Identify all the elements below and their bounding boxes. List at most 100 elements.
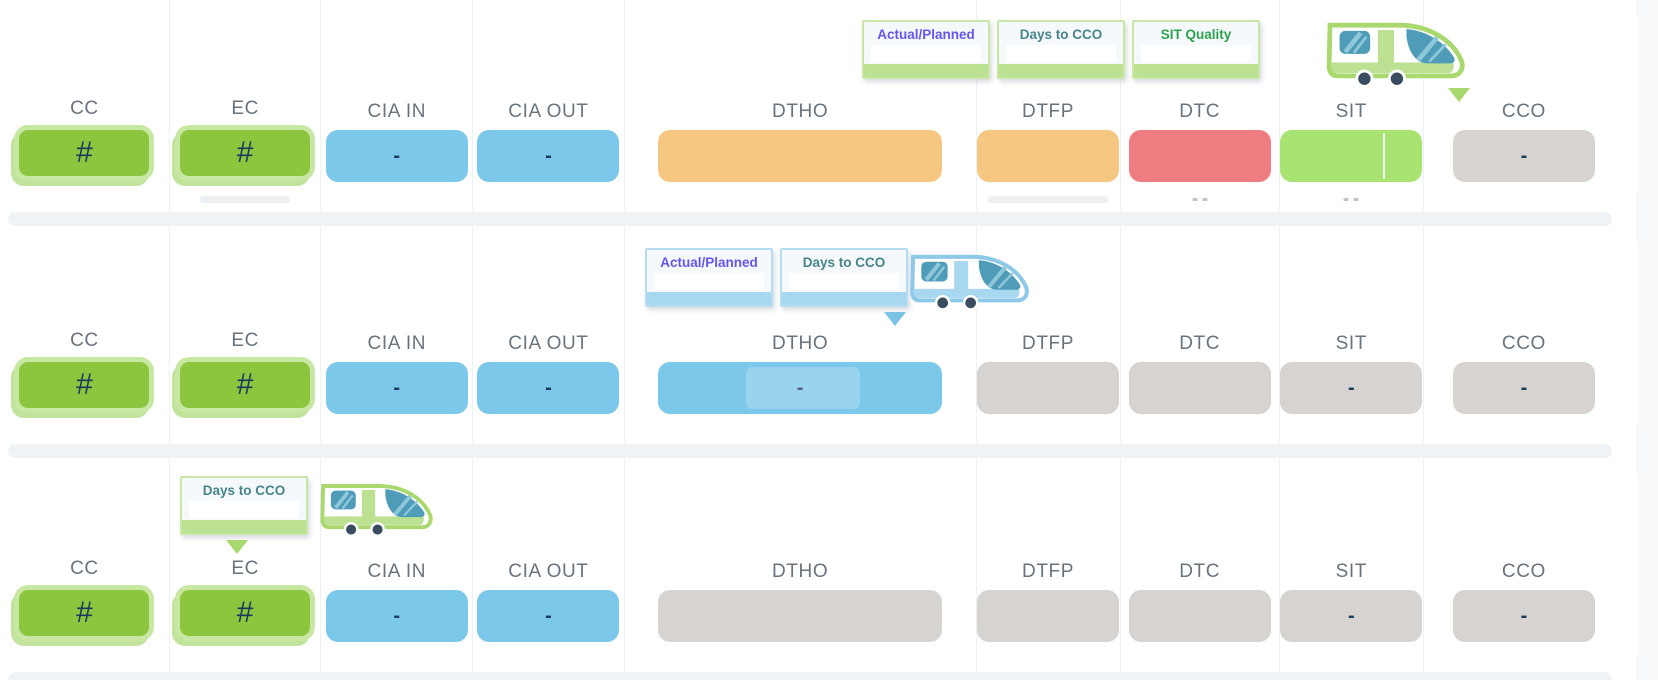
down-arrow-icon (226, 540, 248, 554)
column-header: CIA OUT (508, 333, 589, 354)
column-header: CC (70, 98, 99, 119)
column-dtfp: DTFP (977, 0, 1121, 212)
column-dtc: DTC (1121, 458, 1280, 672)
popover-label: Days to CCO (202, 483, 286, 498)
column-header: DTC (1179, 561, 1221, 582)
train-row-3: Days to CCO CC # EC # CIA IN - CIA OUT - (0, 458, 1638, 672)
status-pill[interactable]: - (477, 590, 620, 642)
column-cco: CCO - (1424, 0, 1624, 212)
popover-accent-bar (782, 292, 906, 305)
status-pill[interactable] (1128, 130, 1271, 182)
column-header: DTHO (772, 561, 829, 582)
popover-item-days-to-cco: Days to CCO (780, 248, 908, 307)
column-header: DTFP (1022, 561, 1075, 582)
row-separator (8, 444, 1612, 458)
column-dtho: DTHO (625, 0, 977, 212)
popover-accent-bar (864, 64, 988, 77)
train-icon (320, 484, 433, 538)
train-row-2: Actual/Planned Days to CCO CC # EC # CI (0, 226, 1638, 444)
popover-value-area (789, 273, 899, 290)
column-ec: EC # (170, 226, 322, 444)
column-cco: CCO - (1424, 226, 1624, 444)
column-header: DTHO (772, 333, 829, 354)
column-header: SIT (1335, 333, 1367, 354)
column-cia-in: CIA IN - (321, 0, 474, 212)
status-pill[interactable]: - (1452, 362, 1595, 414)
column-dtfp: DTFP (977, 458, 1121, 672)
column-dtc: DTC (1121, 226, 1280, 444)
status-pill[interactable]: # (19, 362, 150, 408)
status-popover: Actual/Planned Days to CCO SIT Quality (862, 20, 1260, 79)
column-dtfp: DTFP (977, 226, 1121, 444)
popover-item-actual-planned: Actual/Planned (862, 20, 990, 79)
status-pill[interactable]: - (325, 590, 468, 642)
status-pill[interactable]: # (180, 590, 311, 636)
column-header: EC (231, 330, 259, 351)
column-ec: EC # (170, 0, 322, 212)
status-pill[interactable] (1128, 590, 1271, 642)
popover-item-sit-quality: SIT Quality (1132, 20, 1260, 79)
status-pill[interactable] (977, 130, 1120, 182)
column-cia-out: CIA OUT - (473, 458, 625, 672)
column-header: CC (70, 330, 99, 351)
redacted-dots (1192, 198, 1208, 201)
column-header: DTFP (1022, 101, 1075, 122)
popover-item-actual-planned: Actual/Planned (645, 248, 773, 307)
popover-label: Days to CCO (1019, 27, 1103, 42)
column-cco: CCO - (1424, 458, 1624, 672)
popover-accent-bar (182, 520, 306, 533)
column-cia-in: CIA IN - (321, 226, 474, 444)
status-pill[interactable]: - (325, 130, 468, 182)
status-pill[interactable] (1128, 362, 1271, 414)
status-pill[interactable]: - (325, 362, 468, 414)
status-pill[interactable]: # (180, 362, 311, 408)
status-pill[interactable]: - (1452, 130, 1595, 182)
status-pill[interactable] (658, 130, 943, 182)
row-separator (8, 672, 1612, 680)
column-header: DTC (1179, 333, 1221, 354)
column-cc: CC # (0, 0, 170, 212)
column-cia-in: CIA IN - (321, 458, 474, 672)
status-pill[interactable]: # (19, 130, 150, 176)
status-popover: Actual/Planned Days to CCO (645, 248, 908, 307)
redacted-smudge (200, 196, 291, 203)
column-dtc: DTC (1121, 0, 1280, 212)
stage-grid: CC # EC # CIA IN - CIA OUT - DTHO - DTFP (0, 226, 1624, 444)
status-pill[interactable]: # (19, 590, 150, 636)
status-pill[interactable] (977, 590, 1120, 642)
column-sit: SIT - (1280, 226, 1424, 444)
column-header: CIA OUT (508, 561, 589, 582)
column-header: CCO (1501, 561, 1546, 582)
column-header: DTFP (1022, 333, 1075, 354)
popover-value-area (654, 273, 764, 290)
popover-label: SIT Quality (1160, 27, 1232, 42)
column-cc: CC # (0, 458, 170, 672)
column-header: EC (231, 98, 259, 119)
column-dtho: DTHO - (625, 226, 977, 444)
popover-value-area (1141, 45, 1251, 62)
column-ec: EC # (170, 458, 322, 672)
status-pill[interactable]: - (1280, 362, 1423, 414)
column-header: DTC (1179, 101, 1221, 122)
status-pill[interactable]: - (658, 362, 943, 414)
status-pill[interactable] (658, 590, 943, 642)
status-pill[interactable]: - (1280, 590, 1423, 642)
train-icon (1316, 8, 1474, 94)
popover-accent-bar (647, 292, 771, 305)
status-pill[interactable]: - (477, 130, 620, 182)
popover-value-area (871, 45, 981, 62)
popover-accent-bar (1134, 64, 1258, 77)
popover-label: Days to CCO (802, 255, 886, 270)
stage-grid: CC # EC # CIA IN - CIA OUT - DTHO DTFP (0, 458, 1624, 672)
status-pill[interactable] (977, 362, 1120, 414)
status-pill[interactable]: - (477, 362, 620, 414)
column-header: SIT (1335, 561, 1367, 582)
status-pill[interactable]: - (1452, 590, 1595, 642)
column-cia-out: CIA OUT - (473, 0, 625, 212)
column-header: CIA IN (367, 101, 427, 122)
status-pill[interactable] (1280, 130, 1423, 182)
status-pill[interactable]: # (180, 130, 311, 176)
status-popover: Days to CCO (180, 476, 308, 535)
redacted-smudge (988, 196, 1109, 203)
